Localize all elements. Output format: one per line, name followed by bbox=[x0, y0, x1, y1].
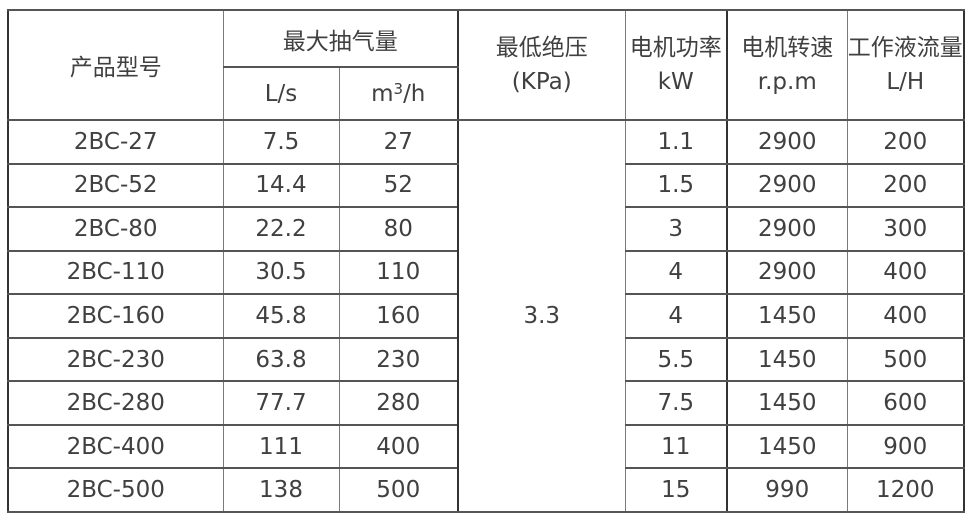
lh-cell: 1200 bbox=[846, 467, 965, 513]
header-motor-power-title: 电机功率 bbox=[629, 35, 722, 61]
model-cell: 2BC-80 bbox=[7, 206, 224, 252]
rpm-cell: 1450 bbox=[726, 380, 848, 426]
kw-cell: 11 bbox=[624, 423, 728, 470]
m3h-cell: 280 bbox=[338, 380, 459, 426]
table-row: 2BC-280 77.7 280 7.5 1450 600 bbox=[7, 380, 965, 426]
m3h-cell: 110 bbox=[338, 249, 459, 296]
header-motor-speed-title: 电机转速 bbox=[741, 35, 834, 61]
m3h-superscript: 3 bbox=[393, 80, 404, 98]
model-cell: 2BC-160 bbox=[7, 293, 224, 339]
ls-cell: 7.5 bbox=[222, 119, 340, 165]
header-motor-power-unit: kW bbox=[657, 69, 694, 95]
header-min-pressure: 最低绝压 (KPa) bbox=[457, 9, 626, 121]
m3h-cell: 160 bbox=[338, 293, 459, 339]
lh-cell: 900 bbox=[846, 423, 965, 470]
kw-cell: 15 bbox=[624, 467, 728, 513]
kw-cell: 3 bbox=[624, 206, 728, 252]
kw-cell: 5.5 bbox=[624, 336, 728, 383]
model-cell: 2BC-280 bbox=[7, 380, 224, 426]
table-row: 2BC-160 45.8 160 4 1450 400 bbox=[7, 293, 965, 339]
table-row: 2BC-230 63.8 230 5.5 1450 500 bbox=[7, 336, 965, 383]
lh-cell: 500 bbox=[846, 336, 965, 383]
ls-cell: 14.4 bbox=[222, 162, 340, 209]
model-cell: 2BC-400 bbox=[7, 423, 224, 470]
rpm-cell: 2900 bbox=[726, 119, 848, 165]
model-cell: 2BC-52 bbox=[7, 162, 224, 209]
header-liquid-flow-unit: L/H bbox=[886, 69, 925, 95]
m3h-cell: 27 bbox=[338, 119, 459, 165]
header-min-pressure-title: 最低绝压 bbox=[495, 35, 588, 61]
ls-cell: 138 bbox=[222, 467, 340, 513]
header-row-top: 产品型号 最大抽气量 最低绝压 (KPa) 电机功率 kW 电机转速 r.p.m… bbox=[7, 9, 965, 121]
rpm-cell: 2900 bbox=[726, 206, 848, 252]
rpm-cell: 1450 bbox=[726, 336, 848, 383]
header-row-sub: L/s m3/h bbox=[8, 66, 964, 121]
lh-cell: 600 bbox=[846, 380, 965, 426]
ls-cell: 22.2 bbox=[222, 206, 340, 252]
ls-cell: 111 bbox=[222, 423, 340, 470]
header-max-capacity: 最大抽气量 bbox=[222, 9, 459, 68]
header-unit-ls: L/s bbox=[222, 66, 340, 121]
m3h-cell: 500 bbox=[338, 467, 459, 513]
kw-cell: 4 bbox=[624, 293, 728, 339]
m3h-cell: 400 bbox=[338, 423, 459, 470]
ls-cell: 45.8 bbox=[222, 293, 340, 339]
rpm-cell: 1450 bbox=[726, 423, 848, 470]
header-motor-power: 电机功率 kW bbox=[624, 9, 728, 121]
kw-cell: 7.5 bbox=[624, 380, 728, 426]
ls-cell: 63.8 bbox=[222, 336, 340, 383]
min-pressure-cell: 3.3 bbox=[457, 119, 626, 513]
lh-cell: 400 bbox=[846, 249, 965, 296]
header-product-model: 产品型号 bbox=[7, 9, 224, 121]
lh-cell: 400 bbox=[846, 293, 965, 339]
rpm-cell: 2900 bbox=[726, 249, 848, 296]
header-motor-speed-unit: r.p.m bbox=[757, 69, 817, 95]
model-cell: 2BC-230 bbox=[7, 336, 224, 383]
kw-cell: 1.1 bbox=[624, 119, 728, 165]
header-unit-m3h: m3/h bbox=[338, 66, 459, 121]
lh-cell: 200 bbox=[846, 119, 965, 165]
table-row: 2BC-400 111 400 11 1450 900 bbox=[7, 423, 965, 470]
ls-cell: 77.7 bbox=[222, 380, 340, 426]
table-row: 2BC-500 138 500 15 990 1200 bbox=[7, 467, 965, 513]
model-cell: 2BC-500 bbox=[7, 467, 224, 513]
m3h-cell: 52 bbox=[338, 162, 459, 209]
table-row: 2BC-110 30.5 110 4 2900 400 bbox=[7, 249, 965, 296]
model-cell: 2BC-27 bbox=[7, 119, 224, 165]
lh-cell: 300 bbox=[846, 206, 965, 252]
header-liquid-flow: 工作液流量 L/H bbox=[846, 9, 965, 121]
kw-cell: 1.5 bbox=[624, 162, 728, 209]
header-motor-speed: 电机转速 r.p.m bbox=[726, 9, 848, 121]
m3h-cell: 80 bbox=[338, 206, 459, 252]
kw-cell: 4 bbox=[624, 249, 728, 296]
m3h-cell: 230 bbox=[338, 336, 459, 383]
lh-cell: 200 bbox=[846, 162, 965, 209]
table-row: 2BC-80 22.2 80 3 2900 300 bbox=[7, 206, 965, 252]
spec-table: 产品型号 最大抽气量 最低绝压 (KPa) 电机功率 kW 电机转速 r.p.m… bbox=[7, 9, 965, 513]
rpm-cell: 1450 bbox=[726, 293, 848, 339]
table-row: 2BC-27 7.5 27 3.3 1.1 2900 200 bbox=[7, 119, 965, 513]
model-cell: 2BC-110 bbox=[7, 249, 224, 296]
header-min-pressure-unit: (KPa) bbox=[511, 69, 572, 95]
header-liquid-flow-title: 工作液流量 bbox=[847, 35, 963, 61]
rpm-cell: 990 bbox=[726, 467, 848, 513]
ls-cell: 30.5 bbox=[222, 249, 340, 296]
table-row: 2BC-52 14.4 52 1.5 2900 200 bbox=[7, 162, 965, 209]
rpm-cell: 2900 bbox=[726, 162, 848, 209]
